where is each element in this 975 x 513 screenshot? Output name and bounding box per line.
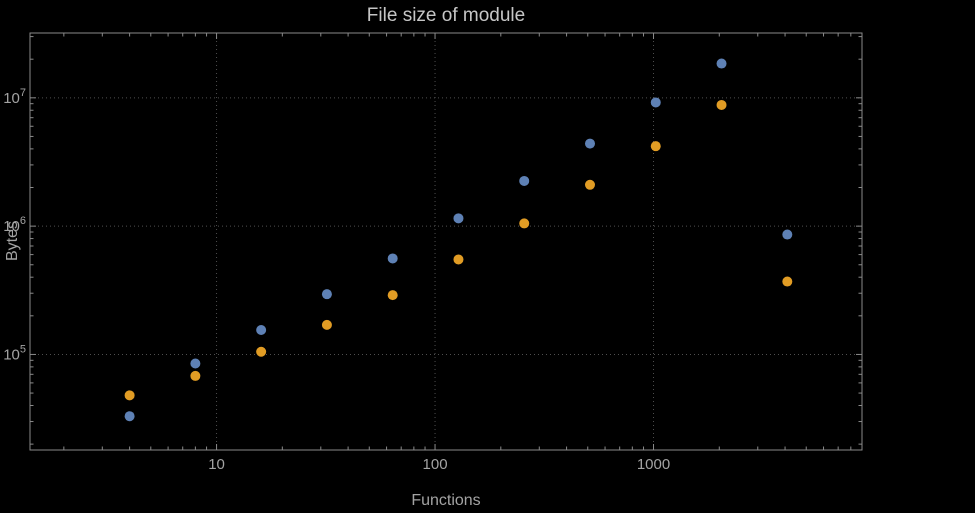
data-point-series-orange [519, 218, 530, 229]
data-point-series-orange [124, 390, 135, 401]
data-point-series-orange [650, 141, 661, 152]
x-tick-label: 100 [423, 456, 448, 473]
data-point-series-blue [782, 229, 793, 240]
y-tick-label: 106 [3, 215, 26, 235]
chart-title: File size of module [366, 5, 526, 26]
y-tick-label: 107 [3, 87, 26, 107]
data-point-series-orange [387, 290, 398, 301]
data-point-series-orange [256, 346, 267, 357]
x-tick-label: 10 [208, 456, 225, 473]
data-point-series-orange [453, 254, 464, 265]
data-point-series-blue [584, 138, 595, 149]
data-point-series-blue [190, 358, 201, 369]
data-point-series-blue [453, 213, 464, 224]
data-point-series-orange [584, 179, 595, 190]
data-point-series-orange [190, 370, 201, 381]
data-point-series-blue [716, 58, 727, 69]
data-point-series-orange [716, 99, 727, 110]
data-point-series-blue [256, 325, 267, 336]
x-tick-label: 1000 [637, 456, 670, 473]
x-axis-label: Functions [411, 492, 481, 509]
data-point-series-blue [387, 253, 398, 264]
data-point-series-orange [782, 276, 793, 287]
data-point-series-orange [321, 319, 332, 330]
data-point-series-blue [650, 97, 661, 108]
plot-frame [29, 32, 863, 451]
data-point-series-blue [124, 411, 135, 422]
data-point-series-blue [321, 289, 332, 300]
y-tick-label: 105 [3, 343, 26, 363]
data-point-series-blue [519, 175, 530, 186]
